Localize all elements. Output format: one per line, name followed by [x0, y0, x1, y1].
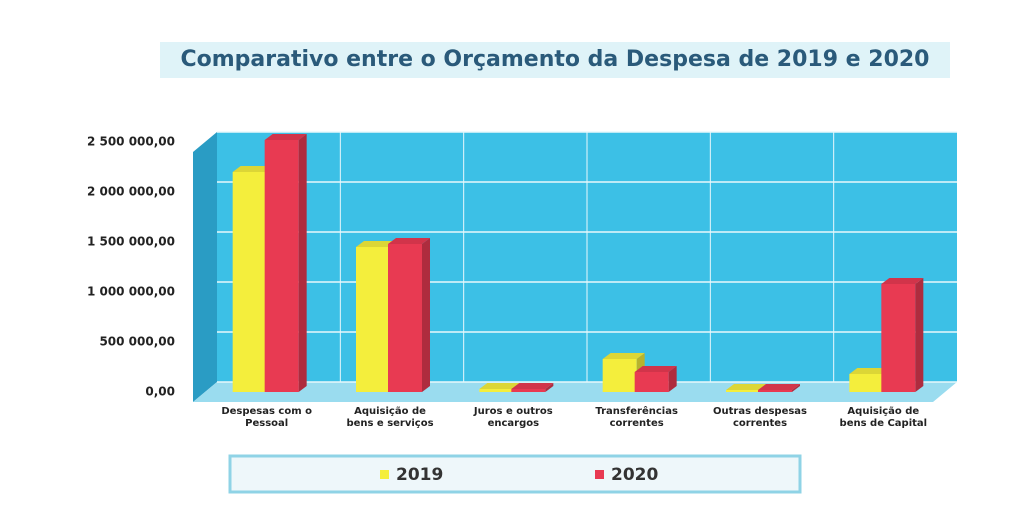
y-tick-label: 2 000 000,00 — [87, 185, 175, 199]
legend-swatch — [380, 470, 389, 479]
bar-top — [511, 383, 554, 389]
bar-front — [232, 172, 267, 392]
x-tick-label: Aquisição de bens e serviços — [346, 406, 434, 429]
bar-top — [726, 384, 768, 390]
chart-title: Comparativo entre o Orçamento da Despesa… — [180, 47, 929, 72]
bar-side — [545, 383, 554, 392]
x-tick-label: Aquisição de bens de Capital — [839, 406, 928, 429]
bar — [388, 238, 430, 392]
bar-front — [881, 284, 916, 392]
y-tick-label: 1 000 000,00 — [87, 285, 175, 299]
bar-top — [388, 238, 430, 244]
side-wall — [193, 132, 217, 402]
legend-box — [228, 454, 802, 494]
bar-front — [479, 389, 514, 392]
bar-top — [264, 134, 307, 140]
floor — [193, 382, 957, 402]
bar-front — [602, 359, 637, 392]
bar — [634, 366, 677, 392]
bar-top — [356, 241, 398, 247]
bar-side — [298, 134, 307, 392]
bar-front — [758, 390, 792, 392]
bar-top — [849, 368, 892, 374]
bar-side — [668, 366, 677, 392]
y-tick-label: 500 000,00 — [99, 335, 175, 349]
x-tick-label: Transferências correntes — [595, 406, 678, 429]
title-band — [160, 42, 950, 78]
bar-front — [726, 390, 760, 392]
legend-label: 2020 — [611, 465, 658, 485]
y-tick-label: 2 500 000,00 — [87, 135, 175, 149]
bar-front — [511, 389, 546, 392]
x-tick-label: Despesas com o Pessoal — [221, 406, 312, 429]
legend-label: 2019 — [396, 465, 443, 485]
bar-top — [232, 166, 275, 172]
bar-side — [422, 238, 430, 392]
bar-top — [634, 366, 677, 372]
y-tick-label: 1 500 000,00 — [87, 235, 175, 249]
bar-side — [915, 278, 924, 392]
bar — [758, 384, 800, 392]
x-tick-label: Outras despesas correntes — [713, 406, 807, 429]
bar — [511, 383, 554, 392]
x-tick-label: Juros e outros encargos — [473, 406, 553, 429]
bar-front — [356, 247, 390, 392]
bar-top — [602, 353, 645, 359]
bar — [881, 278, 924, 392]
bar-top — [479, 383, 522, 389]
y-tick-label: 0,00 — [145, 385, 175, 399]
bar-front — [388, 244, 422, 392]
bar-top — [758, 384, 800, 390]
bar-front — [264, 140, 299, 392]
bar-side — [792, 384, 800, 392]
bar-top — [881, 278, 924, 284]
legend-swatch — [595, 470, 604, 479]
bar-front — [634, 372, 669, 392]
bar-front — [849, 374, 884, 392]
bar — [264, 134, 307, 392]
